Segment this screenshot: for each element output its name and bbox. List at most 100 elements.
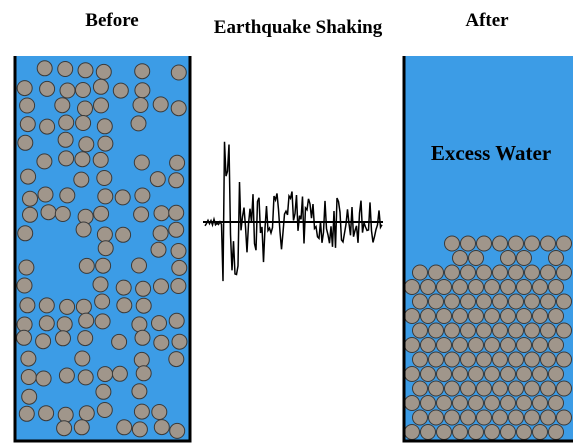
soil-grain [17, 330, 32, 345]
soil-grain [557, 410, 572, 425]
soil-grain [154, 335, 169, 350]
soil-grain [413, 381, 428, 396]
soil-grain [37, 61, 52, 76]
soil-grain [112, 366, 127, 381]
soil-grain [549, 425, 564, 440]
soil-grain [79, 406, 94, 421]
soil-grain [477, 236, 492, 251]
soil-grain [93, 277, 108, 292]
soil-grain [56, 331, 71, 346]
soil-grain [437, 338, 452, 353]
soil-grain [501, 396, 516, 411]
soil-grain [469, 251, 484, 266]
soil-grain [509, 352, 524, 367]
soil-grain [525, 410, 540, 425]
soil-grain [509, 381, 524, 396]
soil-grain [55, 98, 70, 113]
soil-grain [461, 410, 476, 425]
soil-grain [501, 309, 516, 324]
soil-grain [517, 338, 532, 353]
soil-grain [95, 314, 110, 329]
soil-grain [493, 236, 508, 251]
soil-grain [74, 420, 89, 435]
soil-grain [98, 367, 113, 382]
soil-grain [437, 367, 452, 382]
soil-grain [413, 410, 428, 425]
soil-grain [533, 338, 548, 353]
soil-grain [98, 241, 113, 256]
soil-grain [541, 294, 556, 309]
soil-grain [21, 169, 36, 184]
soil-grain [169, 222, 184, 237]
soil-grain [509, 410, 524, 425]
soil-grain [55, 207, 70, 222]
soil-grain [469, 338, 484, 353]
soil-grain [501, 425, 516, 440]
soil-grain [469, 425, 484, 440]
soil-grain [76, 299, 91, 314]
soil-grain [477, 410, 492, 425]
soil-grain [437, 396, 452, 411]
soil-grain [557, 236, 572, 251]
soil-grain [19, 260, 34, 275]
soil-grain [20, 298, 35, 313]
soil-grain [134, 155, 149, 170]
soil-grain [445, 265, 460, 280]
soil-grain [74, 172, 89, 187]
soil-grain [557, 352, 572, 367]
soil-grain [76, 222, 91, 237]
soil-grain [60, 83, 75, 98]
soil-grain [115, 190, 130, 205]
soil-grain [172, 260, 187, 275]
soil-grain [152, 405, 167, 420]
soil-grain [94, 206, 109, 221]
soil-grain [169, 352, 184, 367]
soil-grain [525, 236, 540, 251]
soil-grain [477, 323, 492, 338]
soil-grain [132, 258, 147, 273]
soil-grain [533, 309, 548, 324]
soil-grain [78, 63, 93, 78]
soil-grain [533, 280, 548, 295]
soil-grain [509, 294, 524, 309]
soil-grain [97, 119, 112, 134]
soil-grain [135, 83, 150, 98]
soil-grain [445, 410, 460, 425]
soil-grain [517, 396, 532, 411]
soil-grain [20, 117, 35, 132]
soil-grain [20, 98, 35, 113]
soil-grain [17, 81, 32, 96]
soil-grain [136, 298, 151, 313]
soil-grain [493, 294, 508, 309]
soil-grain [541, 352, 556, 367]
soil-grain [59, 151, 74, 166]
soil-grain [429, 352, 444, 367]
soil-grain [76, 83, 91, 98]
soil-grain [58, 132, 73, 147]
soil-grain [549, 309, 564, 324]
soil-grain [154, 420, 169, 435]
seismogram [205, 142, 382, 281]
soil-grain [517, 425, 532, 440]
soil-grain [413, 294, 428, 309]
soil-grain [23, 191, 38, 206]
soil-grain [117, 420, 132, 435]
soil-grain [76, 116, 91, 131]
soil-grain [135, 64, 150, 79]
soil-grain [57, 421, 72, 436]
soil-grain [469, 309, 484, 324]
soil-grain [117, 298, 132, 313]
soil-grain [461, 381, 476, 396]
soil-grain [469, 280, 484, 295]
soil-grain [135, 188, 150, 203]
soil-grain [171, 101, 186, 116]
soil-grain [78, 101, 93, 116]
soil-grain [170, 423, 185, 438]
soil-grain [525, 352, 540, 367]
soil-grain [445, 381, 460, 396]
soil-grain [154, 206, 169, 221]
soil-grain [461, 236, 476, 251]
soil-grain [429, 265, 444, 280]
soil-grain [405, 425, 420, 440]
soil-grain [421, 309, 436, 324]
